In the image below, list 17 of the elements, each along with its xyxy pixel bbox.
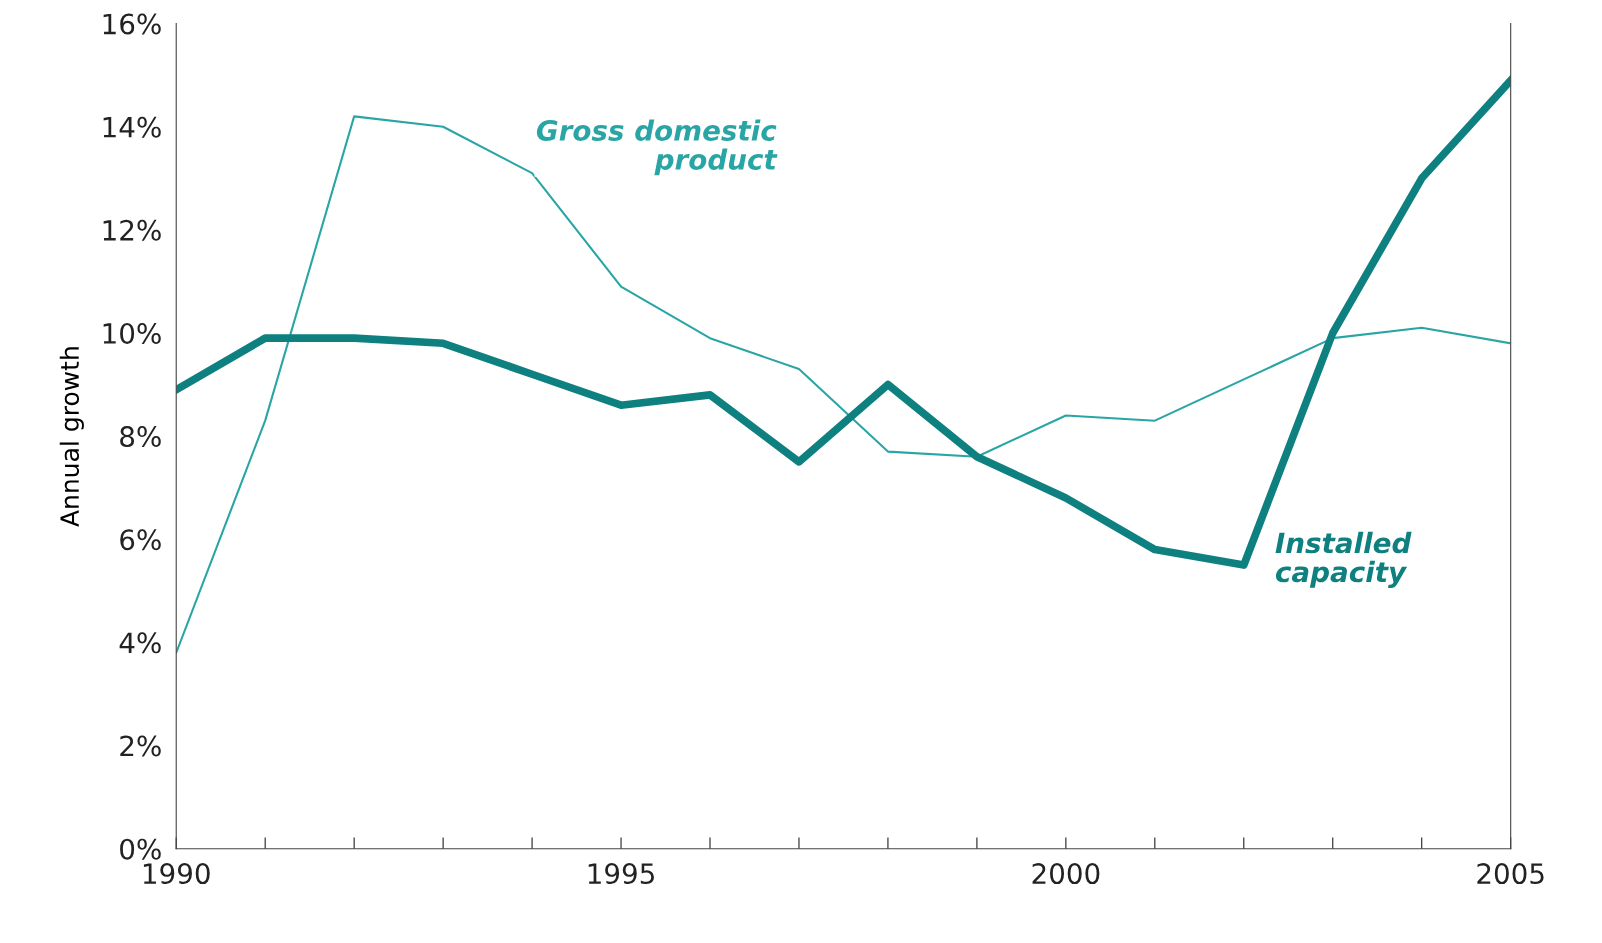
series-label: Installed capacity: [1275, 531, 1412, 588]
line-series: [176, 115, 1511, 654]
series-label: Gross domestic product: [536, 119, 778, 176]
y-tick-label: 4%: [119, 632, 161, 654]
y-tick-label: 0%: [120, 838, 161, 860]
y-tick-label: 14%: [103, 116, 161, 138]
y-tick-label: 8%: [120, 426, 161, 448]
y-axis-title: Annual growth: [59, 347, 84, 527]
x-tick-label: 2000: [1032, 863, 1100, 885]
y-tick-label: 10%: [103, 322, 161, 344]
y-tick-label: 2%: [120, 735, 161, 757]
y-tick-label: 6%: [120, 529, 161, 551]
x-tick-label: 1995: [588, 863, 654, 885]
y-tick-label: 16%: [103, 13, 161, 35]
y-tick-label: 12%: [103, 219, 161, 241]
x-tick-label: 1990: [143, 863, 210, 885]
x-tick-label: 2005: [1477, 863, 1544, 885]
